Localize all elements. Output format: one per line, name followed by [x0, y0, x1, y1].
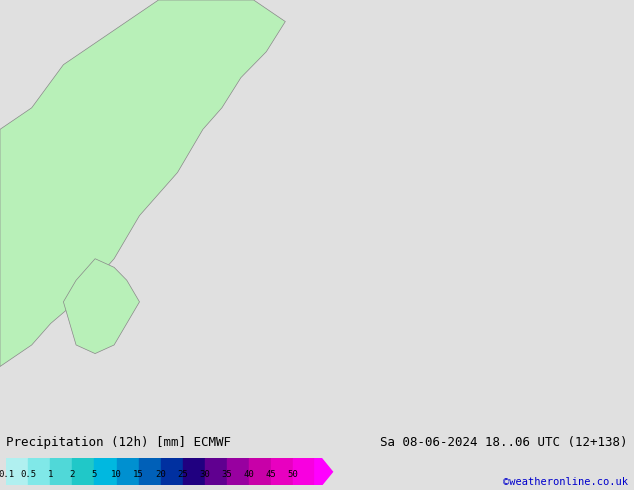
Text: Sa 08-06-2024 18..06 UTC (12+138): Sa 08-06-2024 18..06 UTC (12+138)	[380, 436, 628, 449]
Text: 25: 25	[178, 470, 188, 479]
Text: ©weatheronline.co.uk: ©weatheronline.co.uk	[503, 477, 628, 487]
Bar	[205, 458, 227, 485]
Bar	[94, 458, 117, 485]
Bar	[160, 458, 183, 485]
Bar	[29, 458, 51, 485]
Text: Precipitation (12h) [mm] ECMWF: Precipitation (12h) [mm] ECMWF	[6, 436, 231, 449]
Text: 2: 2	[70, 470, 75, 479]
Text: 1: 1	[48, 470, 53, 479]
Text: 0.1: 0.1	[0, 470, 15, 479]
Bar	[183, 458, 205, 485]
Bar	[249, 458, 271, 485]
Text: 30: 30	[199, 470, 210, 479]
Bar	[293, 458, 315, 485]
Bar	[271, 458, 293, 485]
Text: 20: 20	[155, 470, 166, 479]
Text: 35: 35	[221, 470, 232, 479]
Bar	[227, 458, 249, 485]
FancyArrow shape	[315, 458, 332, 485]
Text: 45: 45	[266, 470, 276, 479]
Bar	[72, 458, 94, 485]
Text: 40: 40	[243, 470, 254, 479]
Text: 50: 50	[287, 470, 298, 479]
Bar	[117, 458, 139, 485]
Text: 0.5: 0.5	[20, 470, 36, 479]
Text: 15: 15	[133, 470, 144, 479]
Text: 10: 10	[111, 470, 122, 479]
Bar	[6, 458, 29, 485]
Bar	[139, 458, 160, 485]
Text: 5: 5	[92, 470, 97, 479]
Bar	[51, 458, 72, 485]
